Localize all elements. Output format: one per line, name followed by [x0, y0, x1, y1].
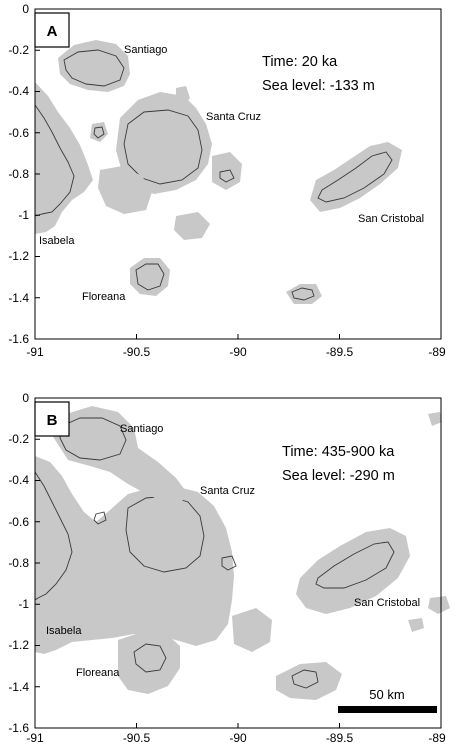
panel-b-y-tick: -0.2: [8, 432, 29, 446]
panel-a-y-tick: -1: [18, 208, 29, 222]
panel-a-san-cristobal-coast: [317, 151, 393, 203]
panel-b-label-san-cristobal: San Cristobal: [354, 597, 420, 609]
panel-a-santiago-shelf: [58, 40, 130, 92]
panel-b-x-tick: -91: [26, 731, 44, 744]
panel-a-label-floreana: Floreana: [82, 291, 126, 303]
panel-b-letter: B: [47, 412, 58, 429]
panel-b-southeast-islet: [408, 618, 424, 632]
panel-b-espanola-shelf: [276, 662, 342, 700]
panel-b-map-area: [34, 406, 450, 700]
panel-a-santa-fe-coast: [219, 169, 235, 183]
panel-a-pinzon-coast: [93, 126, 105, 139]
panel-a-letter: A: [47, 23, 58, 40]
panel-a-y-tick: -0.8: [8, 167, 29, 181]
panel-b-espanola-coast: [291, 669, 319, 689]
panel-a-y-axis: 0 -0.2 -0.4 -0.6 -0.8 -1 -1.2 -1.4 -1.6: [8, 2, 40, 346]
panel-a-x-tick: -90.5: [123, 345, 151, 359]
panel-a-label-san-cristobal: San Cristobal: [358, 213, 424, 225]
panel-a-label-isabela: Isabela: [39, 235, 75, 247]
panel-b-y-axis: 0 -0.2 -0.4 -0.6 -0.8 -1 -1.2 -1.4 -1.6: [8, 391, 40, 735]
panel-a-x-axis: -91 -90.5 -90 -89.5 -89: [26, 334, 446, 359]
panel-b-y-tick: -1: [18, 597, 29, 611]
panel-b-y-tick: -1.6: [8, 721, 29, 735]
panel-a-y-tick: -0.6: [8, 126, 29, 140]
panel-b-south-islet: [232, 608, 272, 652]
panel-a: 0 -0.2 -0.4 -0.6 -0.8 -1 -1.2 -1.4 -1.6 …: [8, 2, 446, 359]
panel-b-east-islet: [428, 596, 450, 614]
panel-b-santiago-coast: [59, 417, 127, 461]
panel-b-y-tick: -1.4: [8, 680, 29, 694]
panel-b-floreana-shelf: [118, 632, 180, 694]
panel-a-y-tick: -1.6: [8, 332, 29, 346]
panel-b-y-tick: 0: [22, 391, 29, 405]
panel-a-x-tick: -89: [428, 345, 446, 359]
panel-b-sea-level-text: Sea level: -290 m: [282, 468, 395, 484]
panel-b-label-isabela: Isabela: [46, 625, 82, 637]
panel-b-y-tick: -0.6: [8, 515, 29, 529]
panel-a-seymour-islet: [176, 86, 190, 106]
panel-a-floreana-coast: [135, 263, 165, 291]
panel-a-x-tick: -89.5: [326, 345, 354, 359]
panel-a-south-islet: [174, 212, 210, 240]
panel-b-x-tick: -89: [428, 731, 446, 744]
panel-b-x-tick: -89.5: [326, 731, 354, 744]
panel-a-letter-box: [34, 12, 70, 48]
panel-b-y-tick: -0.4: [8, 473, 29, 487]
panel-b-label-floreana: Floreana: [76, 667, 120, 679]
panel-b-genovesa-islet: [428, 412, 442, 426]
panel-b-x-axis: -91 -90.5 -90 -89.5 -89: [26, 723, 446, 744]
panel-a-pinzon-islet: [90, 122, 108, 142]
panel-b-pinzon-coast: [93, 511, 107, 525]
panel-a-santa-cruz-coast: [123, 109, 203, 185]
panel-b-santiago-shelf: [50, 406, 188, 506]
panel-b-santa-fe-coast: [221, 555, 237, 571]
panel-b-label-santiago: Santiago: [120, 423, 163, 435]
panel-b-san-cristobal-shelf: [296, 528, 410, 614]
panel-a-y-tick: -1.2: [8, 249, 29, 263]
panel-a-x-tick: -91: [26, 345, 44, 359]
panel-a-isabela-shelf: [35, 82, 93, 234]
panel-a-santa-cruz-shelf: [116, 92, 212, 194]
panel-a-espanola-shelf: [286, 284, 322, 304]
scale-bar: [338, 706, 437, 713]
panel-b-floreana-coast: [133, 643, 167, 673]
panel-b-y-tick: -1.2: [8, 638, 29, 652]
panel-b-isabela-coast: [34, 471, 73, 601]
panel-a-santiago-coast: [63, 49, 125, 87]
panel-b-san-cristobal-coast: [315, 541, 395, 589]
panel-a-time-text: Time: 20 ka: [262, 54, 338, 70]
scale-bar-label: 50 km: [369, 687, 404, 702]
panel-b-letter-box: [34, 401, 70, 437]
panel-b-label-santa-cruz: Santa Cruz: [200, 485, 255, 497]
panel-a-southwest-bank: [98, 166, 152, 214]
panel-b-x-tick: -90: [229, 731, 247, 744]
panel-b: 0 -0.2 -0.4 -0.6 -0.8 -1 -1.2 -1.4 -1.6 …: [8, 391, 450, 744]
panel-b-isabela-central-platform: [35, 456, 234, 654]
panel-b-x-tick: -90.5: [123, 731, 151, 744]
panel-a-y-tick: -0.2: [8, 43, 29, 57]
panel-a-espanola-coast: [291, 287, 315, 301]
panel-a-san-cristobal-shelf: [310, 142, 402, 212]
panel-a-label-santa-cruz: Santa Cruz: [206, 111, 261, 123]
panel-a-y-tick: -1.4: [8, 291, 29, 305]
panel-a-map-area: [34, 40, 402, 304]
panel-a-x-tick: -90: [229, 345, 247, 359]
panel-a-label-santiago: Santiago: [124, 44, 167, 56]
panel-b-time-text: Time: 435-900 ka: [282, 444, 395, 460]
panel-a-y-tick: 0: [22, 2, 29, 16]
panel-a-sea-level-text: Sea level: -133 m: [262, 78, 375, 94]
panel-a-isabela-coast: [34, 104, 75, 217]
panel-a-y-tick: -0.4: [8, 84, 29, 98]
panel-b-y-tick: -0.8: [8, 556, 29, 570]
